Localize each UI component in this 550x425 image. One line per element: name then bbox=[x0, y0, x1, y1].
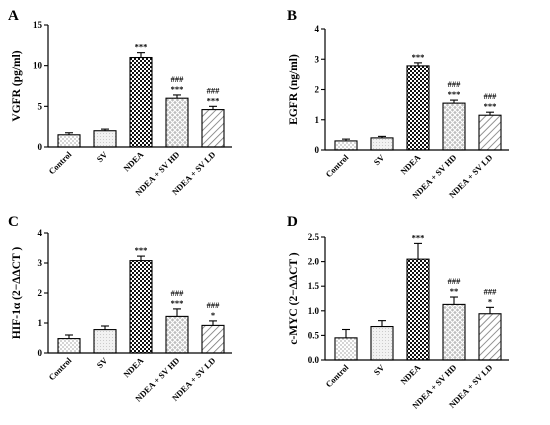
y-axis-label: c-MYC (2−ΔΔCT ) bbox=[288, 252, 300, 344]
x-tick-label: SV bbox=[372, 362, 387, 377]
x-tick-label: SV bbox=[95, 149, 110, 164]
bar-sv bbox=[93, 130, 117, 148]
panel-letter: C bbox=[8, 214, 19, 230]
significance-mark: *** bbox=[412, 232, 425, 242]
chart-panel-d: D 0.0 0.5 1.0 1.5 2.0 2.5 c-MYC (2−ΔΔCT ) Contro… bbox=[287, 214, 509, 411]
significance-mark: *** bbox=[171, 84, 184, 94]
significance-mark: *** bbox=[412, 52, 425, 62]
bar-ndea bbox=[129, 56, 153, 148]
y-tick-label: 0.5 bbox=[308, 330, 320, 340]
chart-panel-c: C 0 1 2 3 4 HIF-1α (2−ΔΔCT ) Control SV *** NDEA ##… bbox=[8, 214, 232, 404]
y-tick-label: 4 bbox=[315, 24, 320, 34]
y-tick-label: 3 bbox=[38, 258, 43, 268]
bar-sv bbox=[93, 329, 117, 354]
significance-mark: * bbox=[488, 296, 492, 306]
bar-ndea-sv-ld bbox=[201, 324, 225, 354]
significance-mark: ### bbox=[207, 300, 221, 310]
significance-mark: ### bbox=[207, 85, 221, 95]
significance-mark: ### bbox=[484, 91, 498, 101]
x-tick-label: NDEA bbox=[121, 149, 146, 174]
significance-mark: ### bbox=[448, 79, 462, 89]
x-tick-label: Control bbox=[46, 149, 73, 176]
bar-sv bbox=[370, 325, 394, 361]
x-tick-label: NDEA bbox=[121, 355, 146, 380]
bar-sv bbox=[370, 137, 394, 151]
significance-mark: ### bbox=[171, 74, 185, 84]
significance-mark: ** bbox=[450, 286, 459, 296]
bar-ndea bbox=[406, 258, 430, 361]
bar-ndea-sv-hd bbox=[165, 315, 189, 354]
y-tick-label: 2.0 bbox=[308, 257, 320, 267]
bar-ndea bbox=[129, 260, 153, 354]
x-tick-label: Control bbox=[323, 152, 350, 179]
significance-mark: ### bbox=[171, 288, 185, 298]
significance-mark: * bbox=[211, 310, 215, 320]
significance-mark: *** bbox=[448, 89, 461, 99]
y-tick-label: 2.5 bbox=[308, 232, 320, 242]
y-axis-label: HIF-1α (2−ΔΔCT ) bbox=[11, 247, 23, 340]
y-axis-label: EGFR (ng/ml) bbox=[288, 54, 300, 125]
bar-control bbox=[334, 140, 358, 151]
x-tick-label: SV bbox=[372, 152, 387, 167]
bar-ndea-sv-ld bbox=[478, 313, 502, 361]
y-axis-label: VGFR (pg/ml) bbox=[11, 50, 23, 121]
x-tick-label: NDEA bbox=[398, 152, 423, 177]
bar-ndea bbox=[406, 65, 430, 151]
y-tick-label: 3 bbox=[315, 54, 320, 64]
y-tick-label: 1 bbox=[38, 318, 43, 328]
y-tick-label: 1.0 bbox=[308, 306, 320, 316]
panel-letter: D bbox=[287, 214, 298, 230]
bar-ndea-sv-hd bbox=[165, 97, 189, 148]
y-tick-label: 0.0 bbox=[308, 355, 320, 365]
bar-control bbox=[57, 134, 81, 148]
y-tick-label: 2 bbox=[315, 85, 320, 95]
y-tick-label: 0 bbox=[38, 142, 43, 152]
y-tick-label: 1 bbox=[315, 115, 320, 125]
y-tick-label: 2 bbox=[38, 288, 43, 298]
bar-ndea-sv-hd bbox=[442, 102, 466, 151]
bar-control bbox=[57, 338, 81, 354]
y-tick-label: 0 bbox=[38, 348, 43, 358]
bar-ndea-sv-ld bbox=[478, 114, 502, 151]
significance-mark: *** bbox=[484, 101, 497, 111]
y-tick-label: 15 bbox=[33, 20, 43, 30]
panel-letter: B bbox=[287, 8, 297, 24]
y-tick-label: 5 bbox=[38, 101, 43, 111]
bar-control bbox=[334, 337, 358, 361]
x-tick-label: Control bbox=[46, 355, 73, 382]
significance-mark: *** bbox=[171, 298, 184, 308]
bar-ndea-sv-hd bbox=[442, 303, 466, 361]
significance-mark: ### bbox=[448, 276, 462, 286]
y-tick-label: 1.5 bbox=[308, 281, 320, 291]
x-tick-label: Control bbox=[323, 362, 350, 389]
significance-mark: ### bbox=[484, 286, 498, 296]
x-tick-label: SV bbox=[95, 355, 110, 370]
panel-letter: A bbox=[8, 8, 19, 24]
significance-mark: *** bbox=[135, 42, 148, 52]
significance-mark: *** bbox=[207, 95, 220, 105]
significance-mark: *** bbox=[135, 245, 148, 255]
y-tick-label: 4 bbox=[38, 228, 43, 238]
x-tick-label: NDEA bbox=[398, 362, 423, 387]
bar-ndea-sv-ld bbox=[201, 109, 225, 148]
y-tick-label: 0 bbox=[315, 145, 320, 155]
y-tick-label: 10 bbox=[33, 61, 43, 71]
